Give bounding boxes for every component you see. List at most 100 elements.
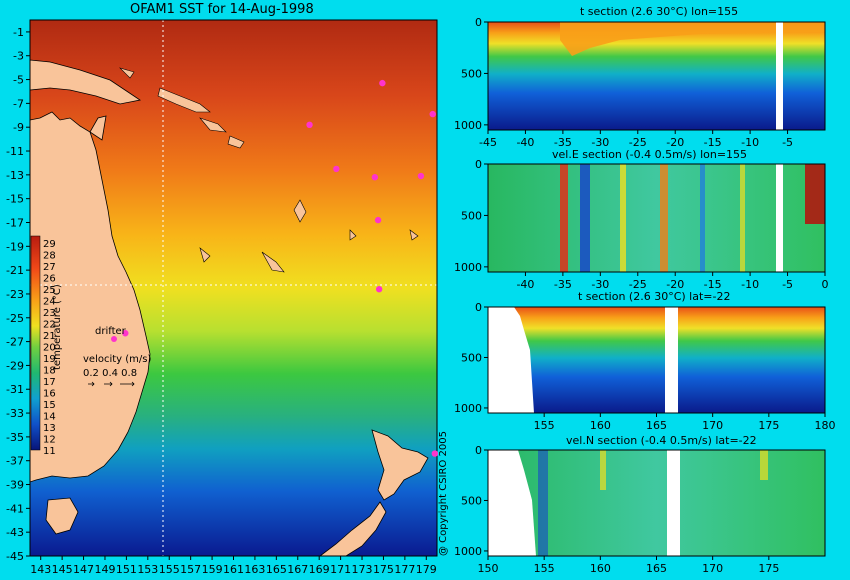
section-x-tick-label: -15 [704,278,722,291]
drifter-marker [371,174,379,181]
map-y-tick-label: -21 [6,264,24,277]
legend-tick-label: 23 [43,308,56,319]
section-y-tick-label: 500 [461,209,482,222]
panel-vel-n-axes: 150 155 160 165 170 175 0 500 1000 [454,444,779,575]
map-x-tick-label: 145 [52,563,73,576]
section-x-tick-label: 175 [758,562,779,575]
drifter-label: drifter [95,326,127,337]
section-y-tick-label: 500 [461,67,482,80]
panel-vel-n: vel.N section (-0.4 0.5m/s) lat=-22 150 1… [454,434,826,575]
legend-tick-label: 20 [43,343,56,354]
legend-tick-label: 17 [43,377,56,388]
map-y-tick-label: -39 [6,479,24,492]
legend-colorbar [30,235,41,451]
section-x-tick-label: 165 [646,419,667,432]
section-x-tick-label: -30 [591,278,609,291]
map-y-tick-label: -7 [13,97,24,110]
section-x-tick-label: -40 [516,278,534,291]
section-x-tick-label: -20 [666,278,684,291]
section-y-tick-label: 0 [475,301,482,314]
map-x-tick-label: 175 [373,563,394,576]
map-y-tick-label: -15 [6,193,24,206]
section-x-tick-label: -15 [704,136,722,149]
map-x-tick-label: 171 [330,563,351,576]
panel-t-lon-gap [776,22,783,130]
legend-tick-label: 26 [43,274,56,285]
map-y-tick-label: -45 [6,550,24,563]
map-x-tick-label: 167 [287,563,308,576]
section-x-tick-label: 170 [702,419,723,432]
map-y-tick-label: -25 [6,312,24,325]
map-y-tick-label: -43 [6,526,24,539]
section-x-tick-label: 0 [822,278,829,291]
section-x-tick-label: 170 [702,562,723,575]
panel-t-lat-title: t section (2.6 30°C) lat=-22 [578,290,730,303]
panel-vel-e-title: vel.E section (-0.4 0.5m/s) lon=155 [552,148,747,161]
map-x-tick-label: 147 [73,563,94,576]
map-x-tick-label: 155 [159,563,180,576]
legend-tick-label: 13 [43,423,56,434]
map-x-tick-label: 177 [394,563,415,576]
panel-t-lat-axes: 155 160 165 170 175 180 0 500 1000 [454,301,836,432]
pacific-islands [118,67,419,273]
map-x-tick-label: 161 [223,563,244,576]
new-guinea-landmass [29,59,142,105]
legend-tick-label: 12 [43,435,56,446]
drifter-marker [379,79,386,87]
section-x-tick-label: -5 [782,278,793,291]
section-y-tick-label: 0 [475,444,482,457]
legend-tick-label: 16 [43,389,56,400]
legend-tick-label: 25 [43,285,56,296]
section-x-tick-label: 155 [534,419,555,432]
tasmania [45,497,79,535]
drifter-marker [375,285,383,293]
velocity-scale: 0.2 0.4 0.8 [83,368,137,379]
panel-t-lon-frame [487,21,826,131]
map-y-tick-label: -33 [6,407,24,420]
map-y-tick-label: -3 [13,50,24,63]
australia-landmass [29,111,151,483]
map-y-tick-label: -35 [6,431,24,444]
map-axes: 143 145 147 149 151 153 155 157 159 161 163 165 167 1… [6,26,437,576]
panel-t-lon-field [488,22,825,130]
panel-t-lon-title: t section (2.6 30°C) lon=155 [580,5,738,18]
map-y-tick-label: -19 [6,240,24,253]
drifter-legend-marker [111,336,117,342]
map-x-tick-label: 159 [202,563,223,576]
legend-tick-label: 27 [43,262,56,273]
velocity-label: velocity (m/s) [83,354,151,365]
map-x-tick-label: 153 [137,563,158,576]
drifter-marker [333,165,340,173]
legend-tick-label: 15 [43,400,56,411]
legend-tick-label: 29 [43,239,56,250]
section-x-tick-label: 150 [478,562,499,575]
section-x-tick-label: -35 [554,136,572,149]
map-x-tick-label: 163 [244,563,265,576]
panel-vel-n-title: vel.N section (-0.4 0.5m/s) lat=-22 [566,434,757,447]
panel-vel-n-gap [667,450,680,556]
map-x-tick-label: 151 [116,563,137,576]
section-y-tick-label: 1000 [454,261,482,274]
drifter-marker [306,121,313,129]
map-x-tick-label: 165 [266,563,287,576]
map-y-tick-label: -1 [13,26,24,39]
map-y-tick-label: -37 [6,455,24,468]
section-y-tick-label: 500 [461,351,482,364]
panel-vel-n-jets [538,450,768,556]
map-y-tick-label: -13 [6,169,24,182]
legend-tick-label: 11 [43,446,56,457]
section-y-tick-label: 1000 [454,545,482,558]
section-x-tick-label: 175 [758,419,779,432]
section-x-tick-label: 160 [590,419,611,432]
section-x-tick-label: -25 [629,278,647,291]
map-x-tick-label: 173 [352,563,373,576]
legend-tick-label: 14 [43,412,56,423]
panel-vel-e-field [488,164,825,272]
panel-t-lat-gap [665,307,678,413]
panel-t-lon-axes: -45 -40 -35 -30 -25 -20 -15 -10 -5 0 500 1000 [454,16,793,149]
section-y-tick-label: 0 [475,158,482,171]
map-x-tick-label: 169 [309,563,330,576]
map-title: OFAM1 SST for 14-Aug-1998 [130,2,314,17]
map-y-tick-label: -9 [13,121,24,134]
